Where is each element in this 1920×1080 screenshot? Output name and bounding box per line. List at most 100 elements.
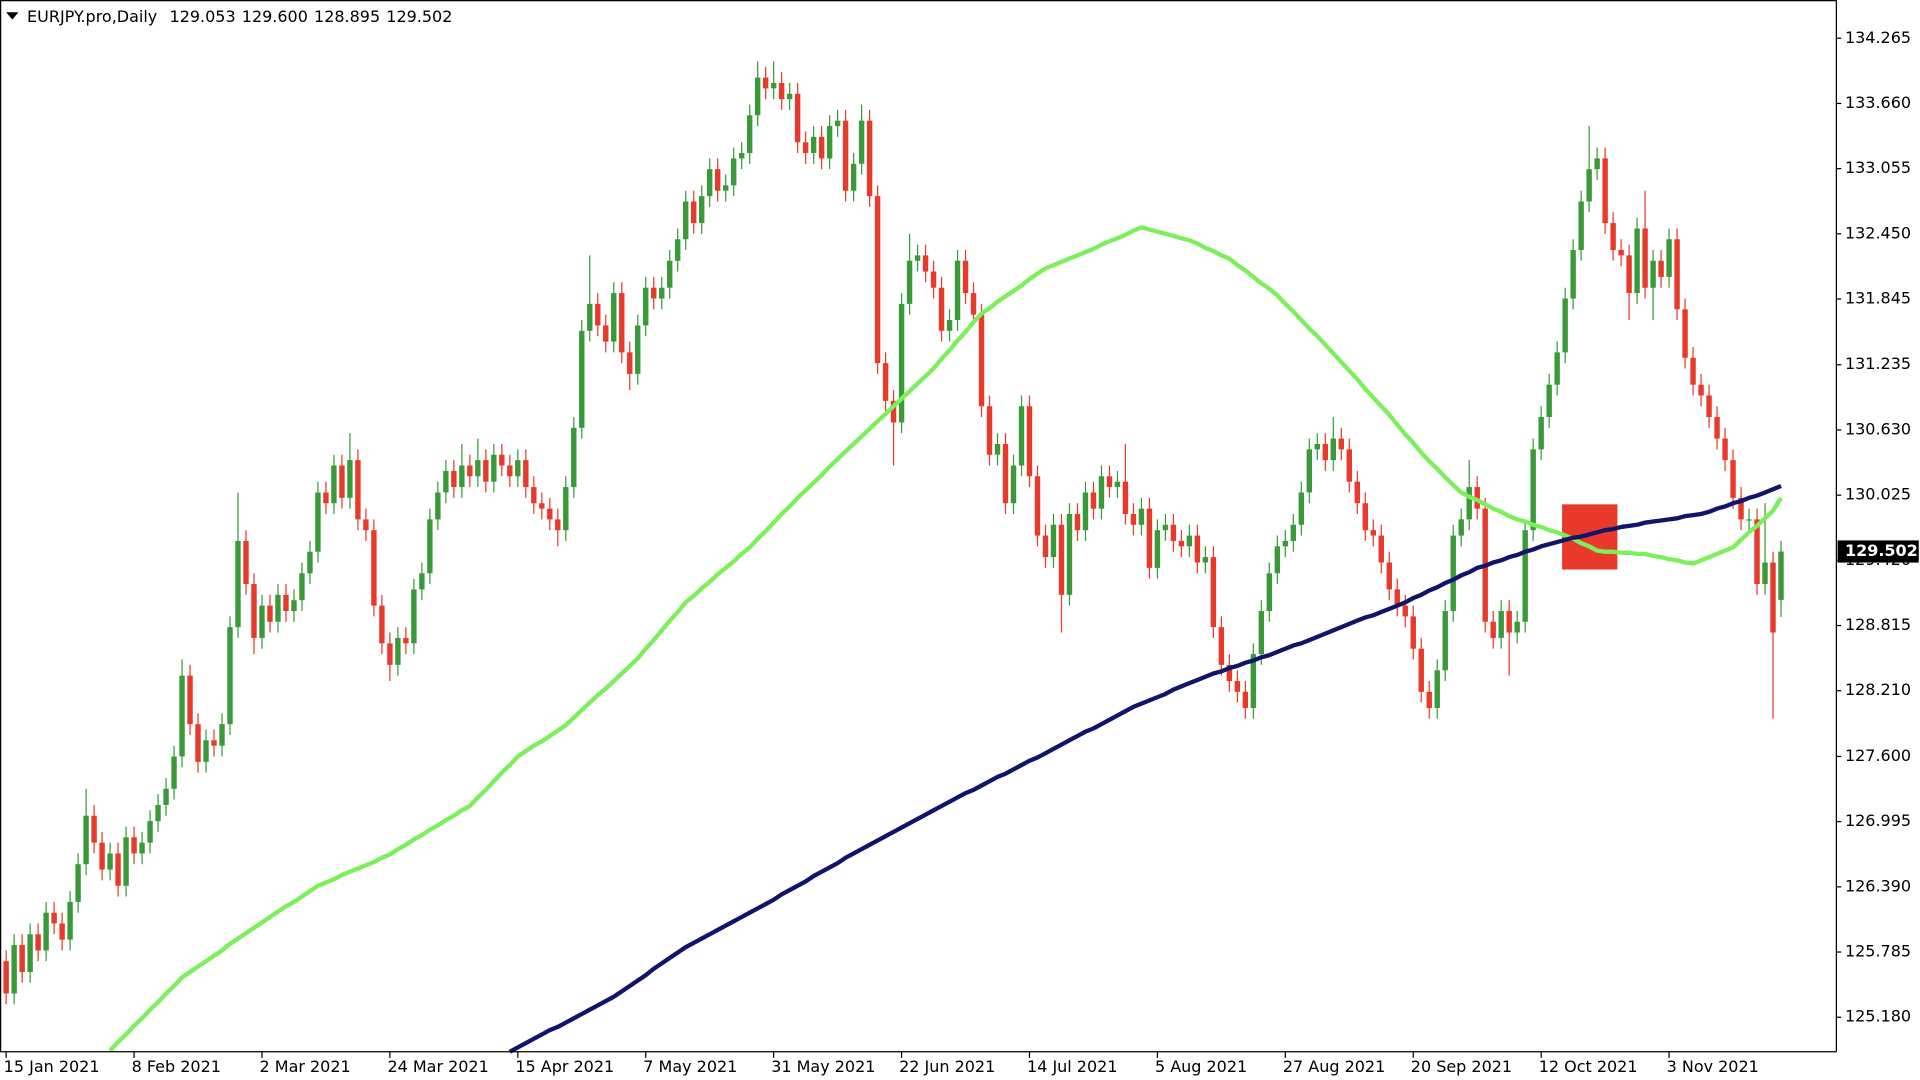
candle-body <box>978 314 985 407</box>
candle-body <box>794 93 801 143</box>
candle-body <box>1722 438 1728 461</box>
candle-body <box>1442 610 1448 671</box>
candle-body <box>1306 449 1313 493</box>
candle-body <box>1618 249 1624 256</box>
candle-body <box>83 815 89 865</box>
candle-body <box>1738 497 1744 520</box>
candle-body <box>187 675 193 725</box>
candle-body <box>67 901 73 940</box>
candle-body <box>99 842 105 870</box>
x-tick-label: 22 Jun 2021 <box>899 1057 995 1076</box>
candle-body <box>507 465 513 477</box>
candle-body <box>826 126 833 159</box>
candle-body <box>1546 384 1552 418</box>
candle-body <box>1674 239 1680 310</box>
candle-body <box>962 260 969 294</box>
candle-body <box>1194 535 1201 563</box>
candle-body <box>1586 169 1592 202</box>
candle-body <box>1394 589 1400 606</box>
candle-body <box>531 487 537 504</box>
candle-body <box>1226 664 1233 682</box>
candle-body <box>1114 481 1121 488</box>
candle-body <box>427 519 433 574</box>
candle-body <box>155 804 161 822</box>
candle-body <box>331 465 337 504</box>
candle-body <box>1594 158 1600 170</box>
candle-body <box>571 427 577 488</box>
candle-body <box>123 837 129 886</box>
candle-body <box>1570 249 1576 299</box>
price-label: 129.502 <box>1845 541 1918 560</box>
candle-body <box>227 627 233 725</box>
candle-body <box>842 120 849 191</box>
candle-body <box>1162 524 1169 531</box>
x-tick-label: 8 Feb 2021 <box>132 1057 221 1076</box>
x-tick-label: 24 Mar 2021 <box>387 1057 488 1076</box>
menu-arrow[interactable] <box>6 12 19 20</box>
candle-body <box>1666 239 1672 277</box>
candle-body <box>43 912 49 951</box>
candle-body <box>411 589 417 644</box>
x-tick-label: 15 Jan 2021 <box>4 1057 100 1076</box>
candle-body <box>1554 352 1560 385</box>
candle-body <box>1378 535 1384 563</box>
candle-body <box>387 643 393 665</box>
x-tick-label: 31 May 2021 <box>771 1057 875 1076</box>
candle-body <box>1426 691 1432 708</box>
candle-body <box>698 196 705 224</box>
candle-body <box>491 454 497 482</box>
candle-body <box>1186 535 1193 547</box>
candle-body <box>1002 443 1009 504</box>
candle-body <box>3 961 9 994</box>
candle-body <box>443 470 449 493</box>
candle-body <box>1410 616 1416 649</box>
candle-body <box>1650 260 1656 288</box>
x-tick-label: 7 May 2021 <box>643 1057 737 1076</box>
candle-body <box>938 287 945 331</box>
candle-body <box>283 594 289 611</box>
candle-body <box>1034 476 1041 536</box>
candle-body <box>786 93 793 100</box>
candle-body <box>986 406 993 455</box>
candle-body <box>171 756 177 789</box>
candle-body <box>475 460 481 477</box>
y-tick-label: 125.180 <box>1845 1007 1911 1026</box>
candle-body <box>355 460 361 520</box>
x-tick-label: 20 Sep 2021 <box>1411 1057 1512 1076</box>
candle-body <box>203 740 209 762</box>
symbol: EURJPY.pro,Daily <box>27 7 157 26</box>
candle-body <box>371 530 377 606</box>
x-tick-label: 15 Apr 2021 <box>515 1057 614 1076</box>
candle-body <box>59 923 65 940</box>
candle-body <box>363 519 369 531</box>
candle-body <box>1706 395 1712 418</box>
candle-body <box>19 945 25 972</box>
candle-body <box>1698 384 1704 396</box>
candle-body <box>1154 530 1161 568</box>
x-tick-label: 2 Mar 2021 <box>260 1057 351 1076</box>
candle-body <box>435 492 441 520</box>
candle-body <box>1098 476 1105 509</box>
chart-header: EURJPY.pro,Daily 129.053 129.600 128.895 129… <box>27 7 452 26</box>
candle-body <box>595 303 601 326</box>
candle-body <box>1346 449 1352 482</box>
candle-body <box>1314 443 1321 450</box>
candle-body <box>483 460 489 482</box>
candle-body <box>347 460 353 498</box>
candle-body <box>1402 605 1408 617</box>
candle-body <box>1298 492 1305 525</box>
candle-body <box>1626 255 1632 294</box>
candle-body <box>219 724 225 746</box>
candle-body <box>1146 508 1153 568</box>
candle-body <box>1770 562 1776 633</box>
candle-body <box>1290 524 1297 541</box>
candle-body <box>778 82 785 100</box>
candle-body <box>866 120 873 197</box>
candle-body <box>802 142 809 154</box>
candle-body <box>555 519 561 531</box>
candle-body <box>914 255 921 261</box>
y-tick-label: 128.210 <box>1845 680 1911 699</box>
y-tick-label: 128.815 <box>1845 615 1911 634</box>
candle-body <box>1642 228 1648 288</box>
